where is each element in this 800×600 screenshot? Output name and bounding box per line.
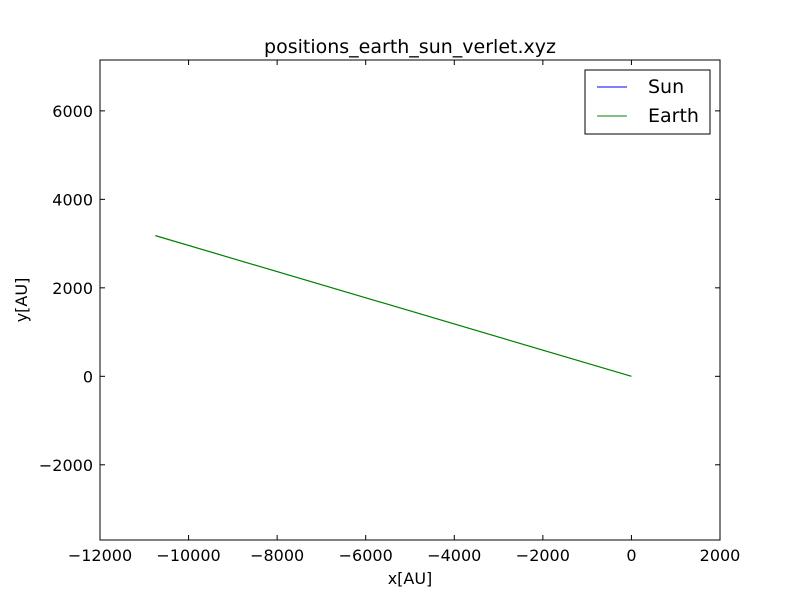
series-layer — [155, 235, 632, 377]
x-tick-label: −10000 — [156, 546, 220, 565]
y-tick-label: −2000 — [39, 456, 93, 475]
x-axis-label: x[AU] — [388, 569, 433, 588]
x-tick-label: −2000 — [516, 546, 570, 565]
y-axis-ticks: −2000 0 2000 4000 6000 — [39, 102, 720, 475]
chart-title: positions_earth_sun_verlet.xyz — [264, 36, 556, 58]
x-tick-label: 0 — [626, 546, 636, 565]
series-line-earth — [155, 235, 632, 377]
legend-label-earth: Earth — [648, 105, 699, 127]
legend: Sun Earth — [584, 69, 711, 135]
legend-box — [584, 69, 711, 135]
x-tick-label: −4000 — [427, 546, 481, 565]
y-tick-label: 6000 — [52, 102, 93, 121]
x-axis-ticks: −12000 −10000 −8000 −6000 −4000 −2000 0 2000 — [68, 60, 741, 565]
y-tick-label: 4000 — [52, 190, 93, 209]
x-tick-label: −8000 — [250, 546, 304, 565]
y-axis-label: y[AU] — [12, 278, 31, 323]
plot-frame — [99, 59, 721, 541]
plot-area — [99, 59, 721, 541]
x-tick-label: −6000 — [339, 546, 393, 565]
legend-label-sun: Sun — [648, 76, 684, 98]
y-tick-label: 0 — [83, 367, 93, 386]
x-tick-label: −12000 — [68, 546, 132, 565]
y-tick-label: 2000 — [52, 279, 93, 298]
x-tick-label: 2000 — [700, 546, 741, 565]
